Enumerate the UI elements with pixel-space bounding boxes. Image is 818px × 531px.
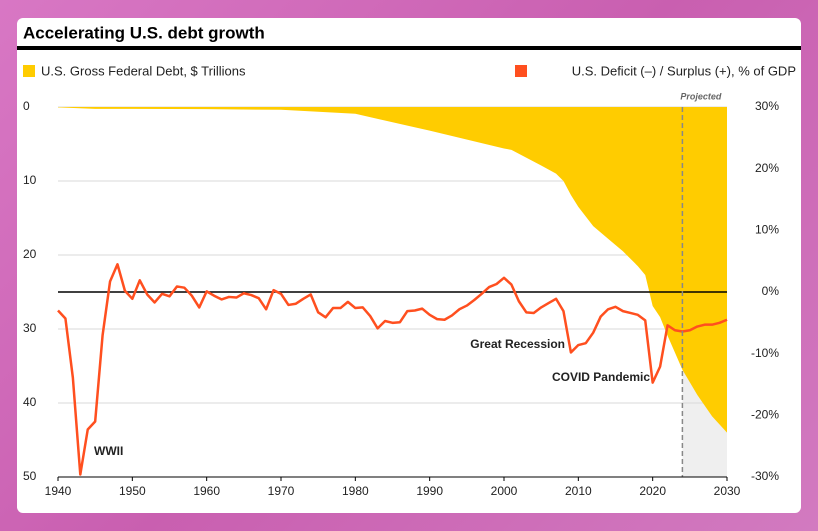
x-tick-label: 1940 [45,484,72,498]
debt-area [58,107,727,433]
y-tick-label: 20 [23,247,37,261]
projected-label: Projected [680,91,722,101]
chart-title: Accelerating U.S. debt growth [23,23,265,42]
card: Accelerating U.S. debt growth U.S. Gross… [17,18,801,513]
x-tick-label: 1980 [342,484,369,498]
annotation: WWII [94,444,123,458]
x-tick-label: 1990 [416,484,443,498]
legend-swatch [23,65,35,77]
x-tick-label: 1970 [268,484,295,498]
y2-tick-label: -30% [751,469,779,483]
y-tick-label: 0 [23,99,30,113]
y2-tick-label: 30% [755,99,779,113]
y2-tick-label: 20% [755,161,779,175]
legend-label: U.S. Deficit (–) / Surplus (+), % of GDP [572,63,796,78]
y2-tick-label: 0% [762,284,780,298]
chart: Accelerating U.S. debt growth U.S. Gross… [17,23,801,498]
x-tick-label: 1950 [119,484,146,498]
y2-tick-label: 10% [755,223,779,237]
y-tick-label: 10 [23,173,37,187]
annotation: Great Recession [470,337,565,351]
y-tick-label: 50 [23,469,37,483]
legend-swatch [515,65,527,77]
annotation: COVID Pandemic [552,370,650,384]
x-tick-label: 2020 [639,484,666,498]
y2-tick-label: -20% [751,408,779,422]
title-rule [17,46,801,50]
legend-label: U.S. Gross Federal Debt, $ Trillions [41,63,246,78]
deficit-line [57,263,728,476]
y-tick-label: 40 [23,395,37,409]
x-tick-label: 2010 [565,484,592,498]
y-tick-label: 30 [23,321,37,335]
x-tick-label: 2030 [714,484,741,498]
x-tick-label: 2000 [491,484,518,498]
y2-tick-label: -10% [751,346,779,360]
x-tick-label: 1960 [193,484,220,498]
